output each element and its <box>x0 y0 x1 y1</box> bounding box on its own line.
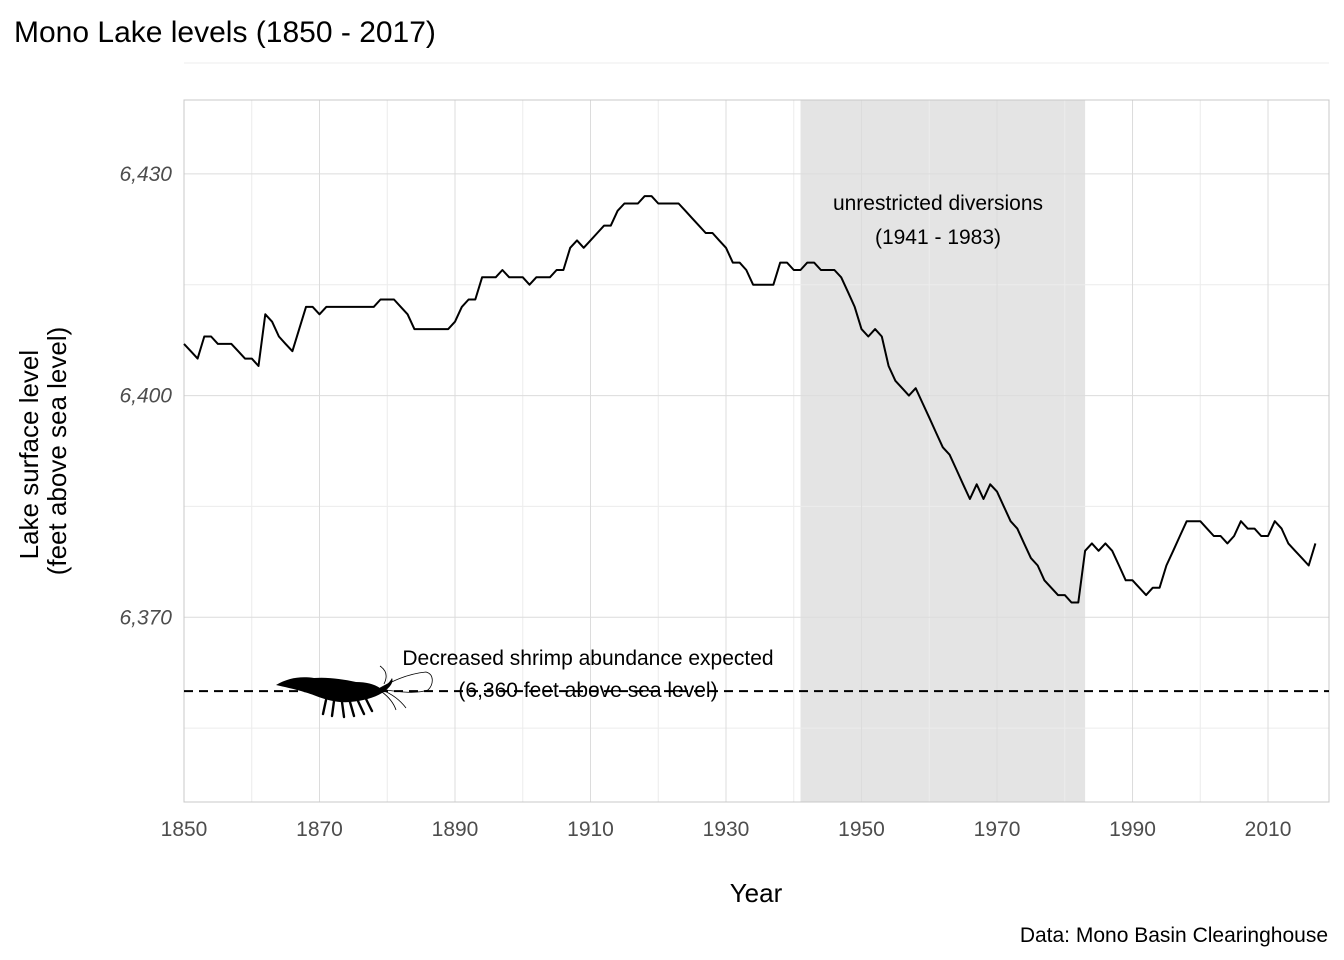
x-tick-label: 1950 <box>838 818 885 841</box>
shrimp-label-line-2: (6,360 feet above sea level) <box>458 679 717 702</box>
plot-background <box>184 100 1329 802</box>
x-tick-label: 1990 <box>1109 818 1156 841</box>
x-tick-label: 1850 <box>161 818 208 841</box>
x-tick-label: 1910 <box>567 818 614 841</box>
y-tick-labels: 6,370 6,400 6,430 <box>119 163 172 629</box>
plot-panel-border <box>183 99 1330 803</box>
shaded-region-rect <box>800 100 1086 802</box>
shade-label-line-2: (1941 - 1983) <box>875 226 1001 249</box>
series-line-lake-level <box>183 195 1317 604</box>
x-axis-title: Year <box>730 878 783 908</box>
diversion-shaded-region <box>800 100 1086 802</box>
y-axis-title-line-1: Lake surface level <box>14 350 44 560</box>
grid-lines <box>183 62 1329 802</box>
plot-area <box>184 100 1329 802</box>
y-axis-title-line-2: (feet above sea level) <box>42 327 72 576</box>
shrimp-label-line-1: Decreased shrimp abundance expected <box>402 647 773 670</box>
shrimp-silhouette-icon <box>276 665 433 719</box>
x-tick-label: 1970 <box>974 818 1021 841</box>
y-axis-title: Lake surface level (feet above sea level… <box>14 327 72 576</box>
x-tick-label: 2010 <box>1245 818 1292 841</box>
y-tick-label: 6,400 <box>119 385 172 408</box>
series-line-layer <box>183 195 1317 604</box>
chart-caption: Data: Mono Basin Clearinghouse <box>1020 924 1328 947</box>
chart-title: Mono Lake levels (1850 - 2017) <box>14 16 436 49</box>
shade-label-line-1: unrestricted diversions <box>833 192 1043 215</box>
y-tick-label: 6,370 <box>119 606 172 629</box>
y-tick-label: 6,430 <box>119 163 172 186</box>
x-tick-label: 1870 <box>296 818 343 841</box>
x-tick-label: 1890 <box>432 818 479 841</box>
x-tick-labels: 1850 1870 1890 1910 1930 1950 1970 1990 2010 <box>161 818 1292 841</box>
x-tick-label: 1930 <box>703 818 750 841</box>
